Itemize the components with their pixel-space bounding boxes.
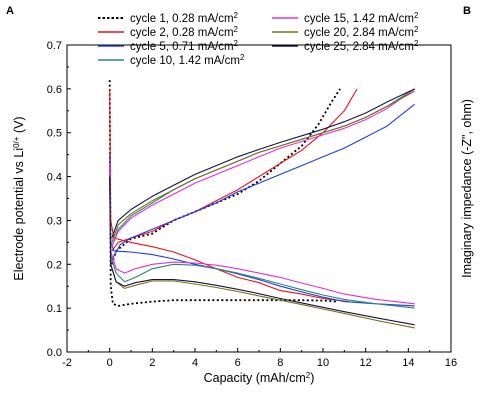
x-tick-label: 14 [402,357,414,369]
series-line-4-discharge [109,167,415,309]
x-axis-label: Capacity (mAh/cm2) [204,371,315,386]
plot-area: -2 0 2 4 6 8 10 12 14 16 0.0 0.1 0.2 0.3 0.4 0.5 0.6 0.7 [47,40,457,369]
x-axis-label-sup: 2 [306,371,311,380]
y-axis-label: Electrode potential vs Li0/+ (V) [12,116,27,280]
x-tick-label: 4 [192,357,198,369]
y-tick-label: 0.5 [47,128,62,140]
series-line-1-discharge [108,80,336,307]
y-tick-label: 0.7 [47,40,62,52]
series-line-6-charge [111,90,415,243]
y-tick-label: 0.4 [47,172,62,184]
x-tick-label: 8 [277,357,283,369]
series-line-5-charge [111,88,416,247]
series-line-3-charge [111,103,416,261]
panel-label-b: B [463,5,471,17]
series-line-4-charge [111,88,415,247]
x-axis-label-main: Capacity (mAh/cm [204,371,306,385]
series-line-5-discharge [109,163,415,305]
right-panel-y-axis-label-end: , ohm) [460,99,474,134]
x-tick-label: 2 [149,357,155,369]
series-line-7-discharge [109,176,415,326]
series-line-6-discharge [109,176,415,329]
x-tick-label: 16 [445,357,457,369]
legend-entry-7: cycle 25, 2.84 mA/cm2 [304,39,419,54]
legend-entry-2: cycle 2, 0.28 mA/cm2 [130,25,239,40]
y-tick-label: 0.6 [47,84,62,96]
y-tick-label: 0.2 [47,259,62,271]
y-axis-label-sup: 0/+ [12,136,21,148]
x-tick-label: 12 [360,357,372,369]
x-axis-label-end: ) [310,371,314,385]
y-tick-label: 0.0 [47,347,62,359]
legend-entry-3: cycle 5, 0.71 mA/cm2 [130,39,239,54]
right-panel-y-axis-label-main: Imaginary impedance (-Z" [460,135,474,278]
y-tick-label: 0.3 [47,215,62,227]
x-tick-label: 10 [317,357,329,369]
legend-entry-5: cycle 15, 1.42 mA/cm2 [304,11,419,26]
series-line-2-charge [111,88,358,252]
x-tick-label: -2 [62,357,72,369]
series-line-7-charge [111,88,415,239]
y-axis-label-main: Electrode potential vs Li [12,148,26,281]
ticks-layer: -2 0 2 4 6 8 10 12 14 16 0.0 0.1 0.2 0.3 0.4 0.5 0.6 0.7 [47,40,457,369]
y-axis-label-end: (V) [12,116,26,136]
series-line-1-charge [110,88,341,265]
panel-label-a: A [6,5,14,17]
legend-entry-6: cycle 20, 2.84 mA/cm2 [304,25,419,40]
legend-entry-4: cycle 10, 1.42 mA/cm2 [130,53,245,68]
legend-entry-1: cycle 1, 0.28 mA/cm2 [130,11,239,26]
y-tick-label: 0.1 [47,303,62,315]
x-tick-label: 0 [107,357,113,369]
series-line-2-discharge [109,88,349,303]
series-layer [108,80,416,329]
x-tick-label: 6 [235,357,241,369]
right-panel-y-axis-label: Imaginary impedance (-Z", ohm) [460,99,474,278]
